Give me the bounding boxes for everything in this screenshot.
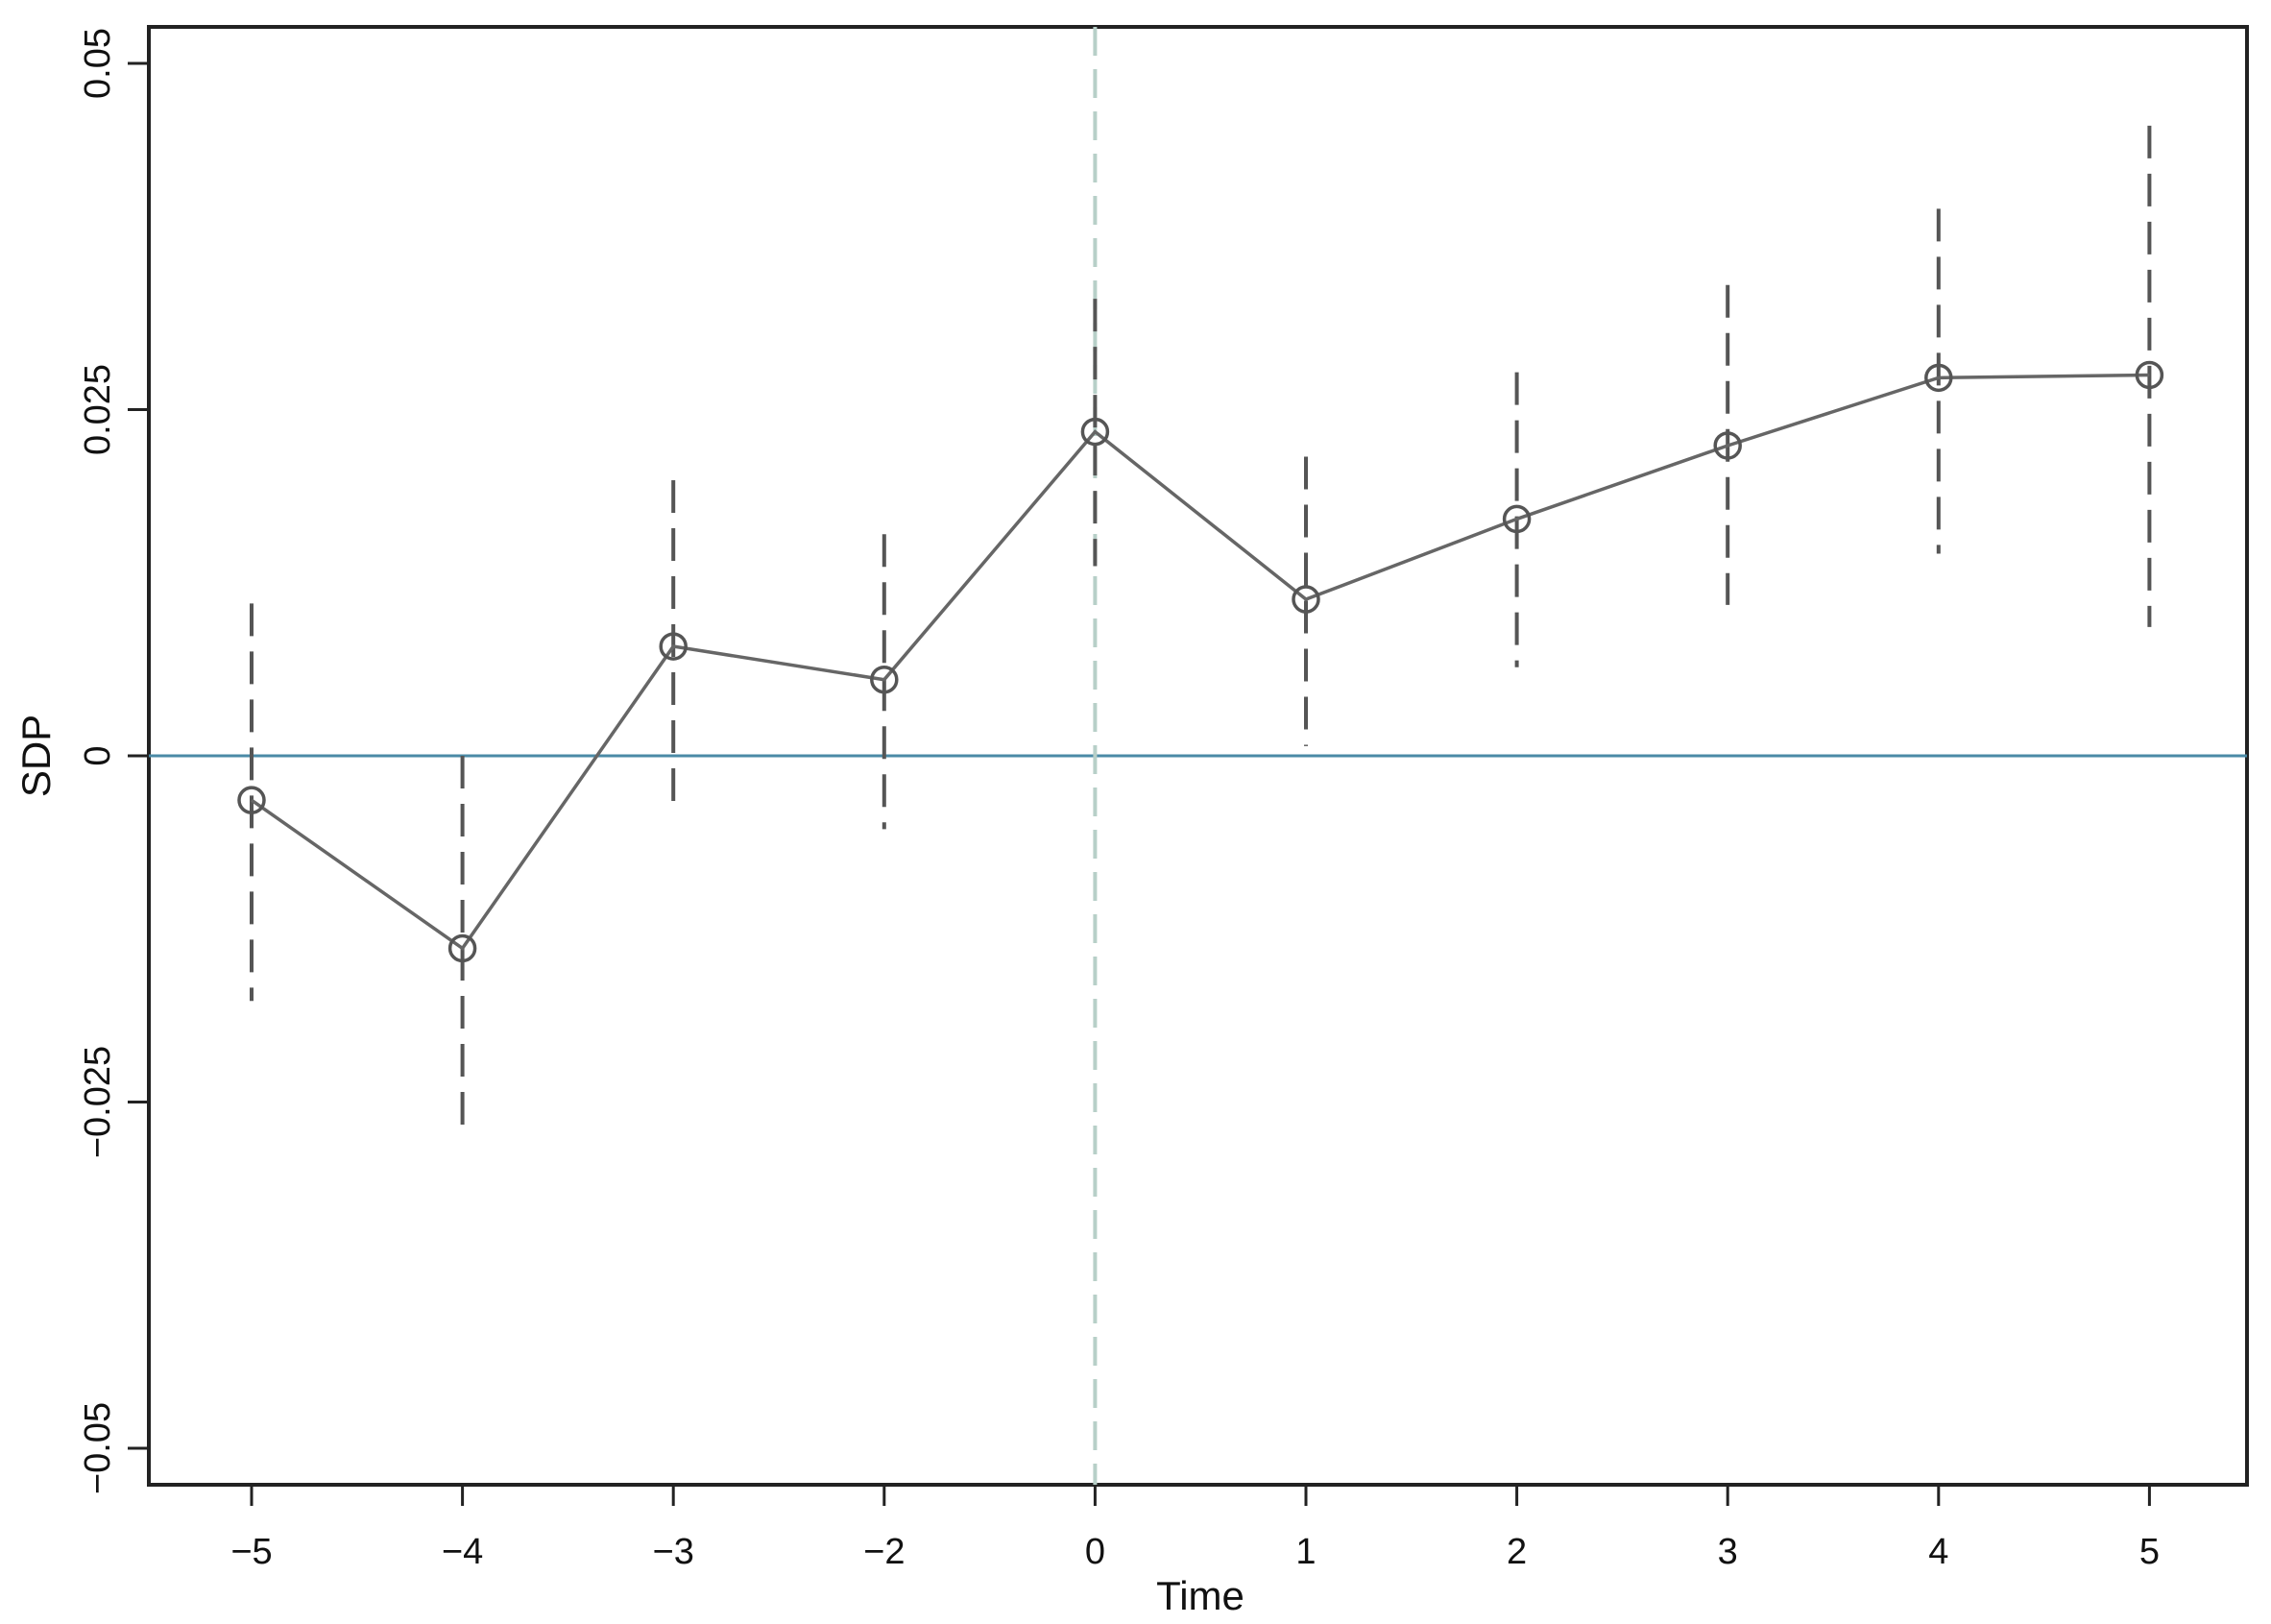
- x-tick-label-4: 4: [1928, 1532, 1948, 1572]
- estimate-point-2: [1502, 504, 1532, 534]
- estimate-line: [250, 373, 2150, 951]
- estimate-markers: [237, 360, 2164, 963]
- y-tick-label-−0.025: −0.025: [78, 1046, 118, 1158]
- reference-lines: [149, 27, 2247, 1485]
- y-axis: 0.05 0.025 0 −0.025 −0.05: [78, 28, 149, 1494]
- y-axis-title: SDP: [13, 715, 59, 797]
- x-tick-label--2: −2: [863, 1532, 905, 1572]
- x-tick-label-3: 3: [1718, 1532, 1738, 1572]
- y-tick-label-0.05: 0.05: [78, 28, 118, 99]
- x-tick-label-0: 0: [1085, 1532, 1105, 1572]
- x-tick-label-2: 2: [1507, 1532, 1527, 1572]
- estimate-point--4: [447, 933, 477, 963]
- x-tick-label-1: 1: [1295, 1532, 1316, 1572]
- x-axis: −5 −4 −3 −2 0 1 2 3 4 5: [230, 1485, 2160, 1572]
- estimate-point--5: [237, 786, 266, 814]
- y-tick-label-0.025: 0.025: [78, 364, 118, 455]
- estimate-point--3: [659, 632, 688, 661]
- x-tick-label--3: −3: [653, 1532, 694, 1572]
- y-tick-label-−0.05: −0.05: [78, 1402, 118, 1494]
- estimate-point-1: [1292, 585, 1320, 614]
- estimate-point-5: [2135, 360, 2164, 390]
- estimate-point-3: [1713, 431, 1742, 460]
- x-axis-title: Time: [1156, 1573, 1244, 1618]
- estimate-point--2: [870, 665, 899, 694]
- confidence-intervals: [250, 125, 2152, 1140]
- y-tick-label-0: 0: [78, 745, 118, 765]
- x-tick-label-5: 5: [2139, 1532, 2160, 1572]
- estimate-line-layer: [250, 373, 2150, 951]
- x-tick-label--4: −4: [442, 1532, 483, 1572]
- estimate-point-0: [1080, 417, 1110, 447]
- estimate-point-4: [1924, 363, 1953, 393]
- x-tick-label--5: −5: [230, 1532, 272, 1572]
